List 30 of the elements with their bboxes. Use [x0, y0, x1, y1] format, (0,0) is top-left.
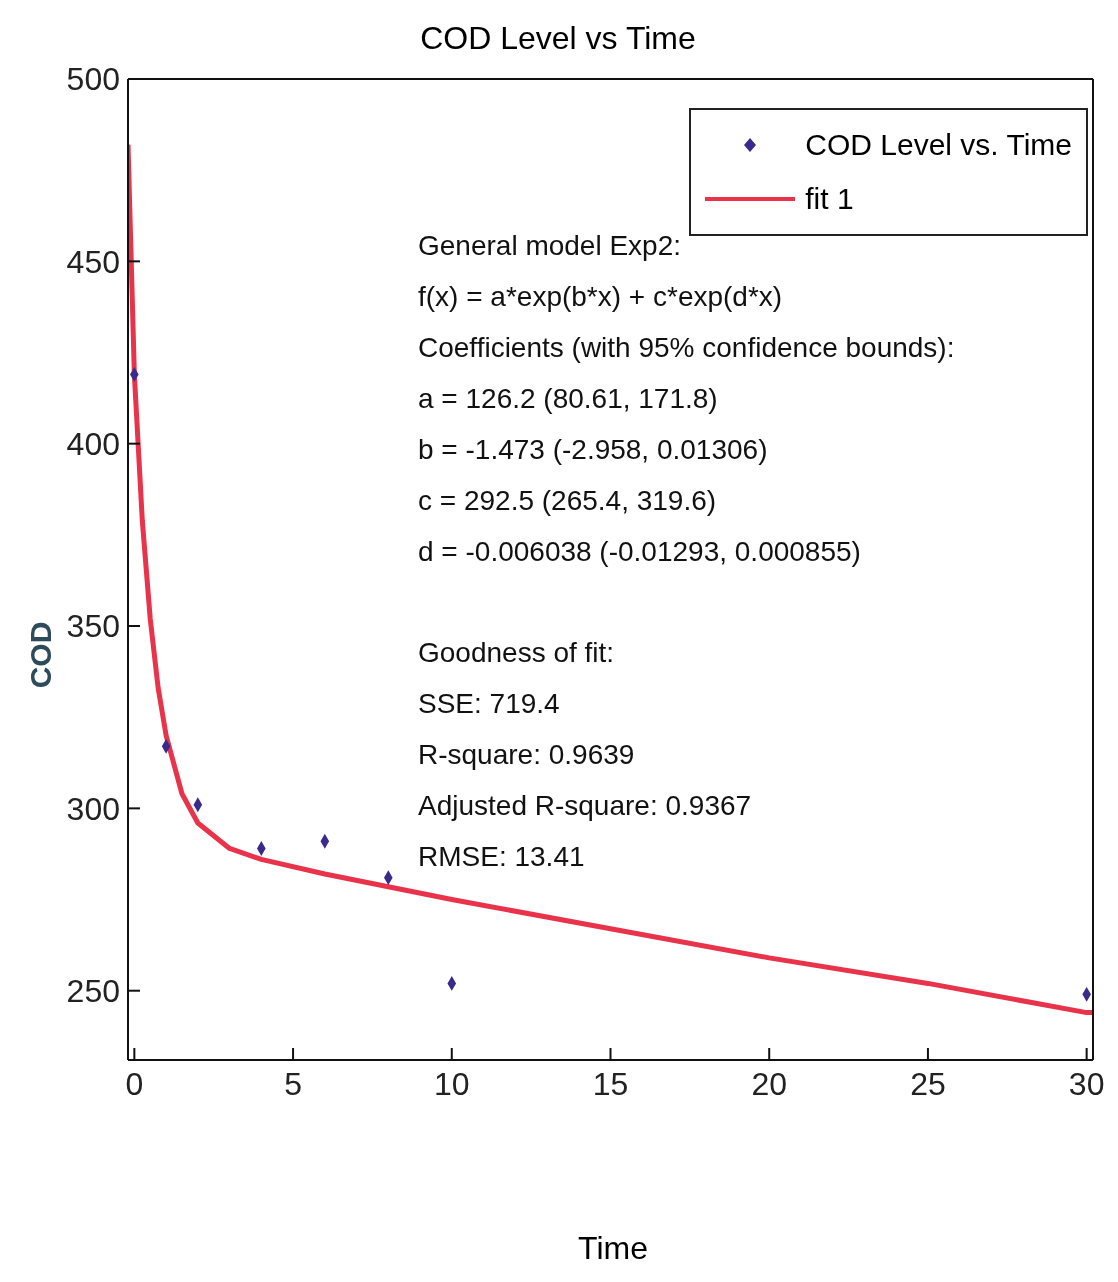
x-tick-label: 10 — [433, 1065, 470, 1102]
y-tick-label: 500 — [66, 61, 120, 98]
y-tick-label: 450 — [66, 243, 120, 280]
annotation: f(x) = a*exp(b*x) + c*exp(d*x) — [418, 280, 784, 314]
annotation: d = -0.006038 (-0.01293, 0.000855) — [418, 535, 862, 569]
annotation: SSE: 719.4 — [418, 687, 561, 721]
annotation: Adjusted R-square: 0.9367 — [418, 789, 753, 823]
legend-label: fit 1 — [805, 182, 854, 216]
annotation: Coefficients (with 95% confidence bounds): — [418, 331, 955, 365]
annotation: General model Exp2: — [418, 229, 683, 263]
x-tick-label: 0 — [125, 1065, 144, 1102]
y-axis-title: COD — [24, 621, 59, 689]
annotation: Goodness of fit: — [418, 636, 616, 670]
y-tick-label: 400 — [66, 426, 120, 463]
annotation: c = 292.5 (265.4, 319.6) — [418, 484, 718, 518]
x-axis-title: Time — [577, 1230, 649, 1267]
x-tick-label: 25 — [910, 1065, 946, 1102]
legend-label: COD Level vs. Time — [805, 128, 1072, 162]
annotation: b = -1.473 (-2.958, 0.01306) — [418, 433, 769, 467]
annotation: a = 126.2 (80.61, 171.8) — [418, 382, 719, 416]
annotation: R-square: 0.9639 — [418, 738, 636, 772]
y-tick-label: 350 — [66, 608, 120, 645]
chart-title: COD Level vs Time — [419, 20, 697, 57]
x-tick-label: 5 — [284, 1065, 302, 1102]
y-tick-label: 250 — [66, 973, 120, 1010]
x-tick-label: 30 — [1068, 1065, 1105, 1102]
annotation: RMSE: 13.41 — [418, 840, 586, 874]
x-tick-label: 20 — [751, 1065, 788, 1102]
y-tick-label: 300 — [66, 790, 120, 827]
x-tick-label: 15 — [592, 1065, 629, 1102]
